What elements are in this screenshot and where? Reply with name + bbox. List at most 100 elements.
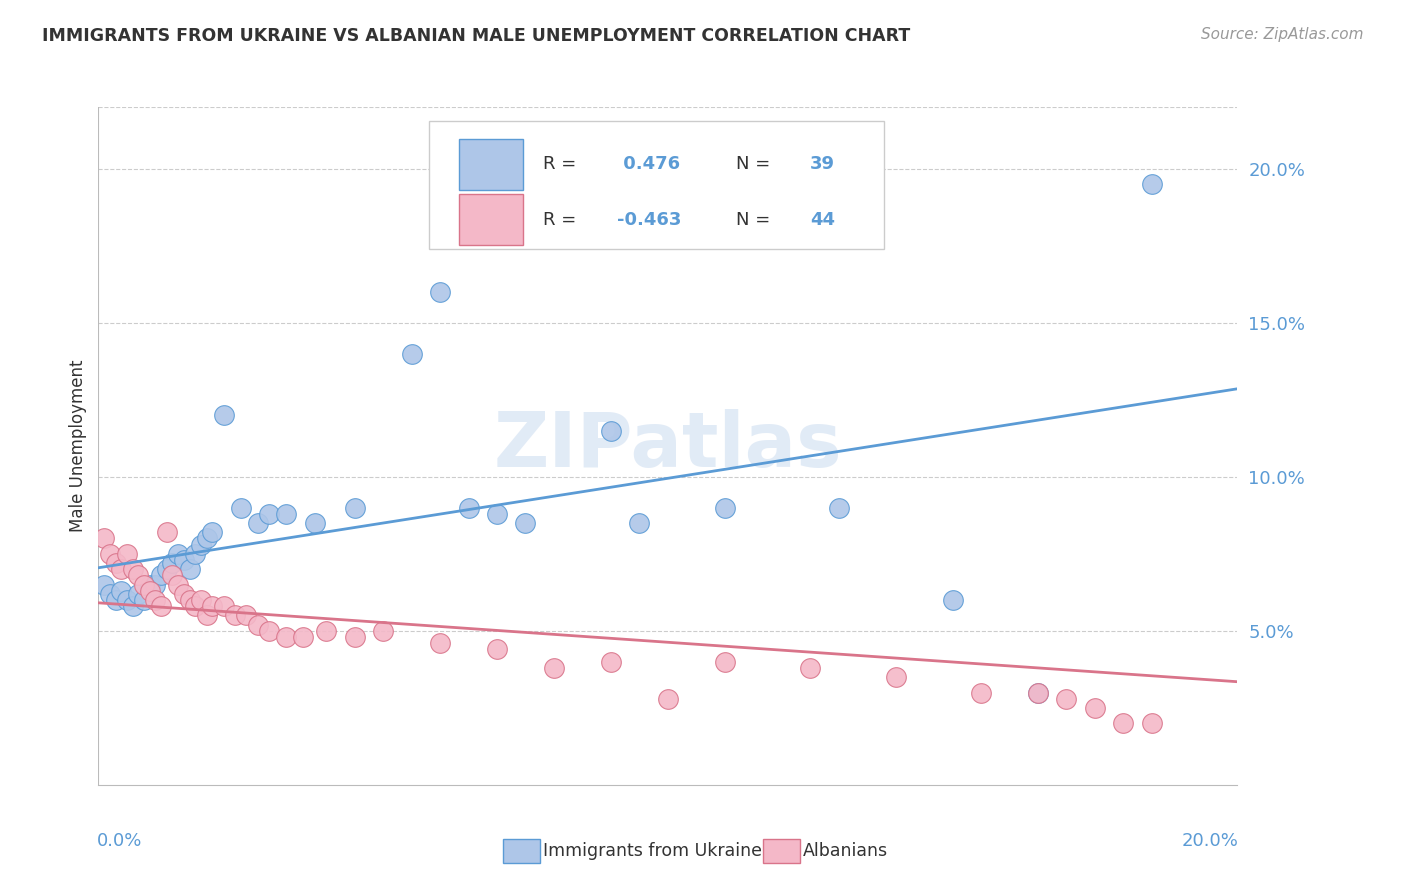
- Point: [600, 655, 623, 669]
- Point: [138, 583, 160, 598]
- Point: [212, 599, 235, 614]
- Point: [1112, 716, 1135, 731]
- Text: Immigrants from Ukraine: Immigrants from Ukraine: [543, 842, 762, 860]
- Point: [429, 636, 451, 650]
- Point: [150, 599, 173, 614]
- Point: [942, 593, 965, 607]
- Point: [292, 630, 315, 644]
- Point: [132, 577, 155, 591]
- Point: [167, 547, 190, 561]
- Text: 0.0%: 0.0%: [97, 832, 142, 850]
- Point: [156, 562, 179, 576]
- Point: [127, 587, 149, 601]
- FancyBboxPatch shape: [429, 120, 884, 250]
- FancyBboxPatch shape: [460, 194, 523, 245]
- Point: [235, 608, 257, 623]
- Point: [110, 583, 132, 598]
- Point: [201, 599, 224, 614]
- Point: [190, 538, 212, 552]
- Point: [343, 630, 366, 644]
- Text: IMMIGRANTS FROM UKRAINE VS ALBANIAN MALE UNEMPLOYMENT CORRELATION CHART: IMMIGRANTS FROM UKRAINE VS ALBANIAN MALE…: [42, 27, 911, 45]
- Point: [600, 424, 623, 438]
- Point: [259, 624, 281, 638]
- Point: [138, 577, 160, 591]
- Point: [1084, 701, 1107, 715]
- Point: [184, 599, 207, 614]
- Point: [343, 500, 366, 515]
- Point: [1140, 177, 1163, 191]
- Point: [628, 516, 651, 530]
- Point: [115, 593, 138, 607]
- Point: [104, 593, 127, 607]
- Point: [457, 500, 479, 515]
- Text: 39: 39: [810, 155, 835, 173]
- Point: [276, 507, 298, 521]
- Point: [212, 408, 235, 422]
- Text: N =: N =: [737, 211, 776, 228]
- Point: [486, 642, 509, 657]
- Point: [884, 670, 907, 684]
- Text: R =: R =: [543, 155, 582, 173]
- Point: [246, 617, 269, 632]
- Point: [259, 507, 281, 521]
- Point: [229, 500, 252, 515]
- Point: [315, 624, 337, 638]
- Point: [201, 525, 224, 540]
- Point: [486, 507, 509, 521]
- Text: 44: 44: [810, 211, 835, 228]
- Point: [401, 346, 423, 360]
- Point: [127, 568, 149, 582]
- Point: [162, 568, 184, 582]
- Point: [179, 562, 201, 576]
- Point: [156, 525, 179, 540]
- Point: [304, 516, 326, 530]
- Point: [657, 691, 679, 706]
- Point: [515, 516, 537, 530]
- Point: [98, 587, 121, 601]
- Point: [1026, 685, 1049, 699]
- Point: [714, 655, 737, 669]
- Point: [1056, 691, 1078, 706]
- Point: [132, 593, 155, 607]
- Point: [276, 630, 298, 644]
- Text: N =: N =: [737, 155, 776, 173]
- Point: [970, 685, 993, 699]
- Point: [173, 587, 195, 601]
- Point: [714, 500, 737, 515]
- Point: [179, 593, 201, 607]
- Point: [150, 568, 173, 582]
- Point: [246, 516, 269, 530]
- FancyBboxPatch shape: [460, 138, 523, 190]
- Point: [190, 593, 212, 607]
- Point: [195, 532, 218, 546]
- Point: [145, 593, 167, 607]
- Text: 0.476: 0.476: [617, 155, 679, 173]
- Point: [1140, 716, 1163, 731]
- Point: [145, 577, 167, 591]
- Point: [121, 599, 143, 614]
- Point: [373, 624, 395, 638]
- Point: [1026, 685, 1049, 699]
- Point: [224, 608, 246, 623]
- Text: -0.463: -0.463: [617, 211, 681, 228]
- Point: [93, 532, 115, 546]
- Point: [162, 556, 184, 570]
- Point: [115, 547, 138, 561]
- Point: [110, 562, 132, 576]
- Point: [121, 562, 143, 576]
- Point: [93, 577, 115, 591]
- Point: [429, 285, 451, 299]
- Point: [98, 547, 121, 561]
- Point: [104, 556, 127, 570]
- Text: R =: R =: [543, 211, 582, 228]
- Point: [799, 661, 821, 675]
- Point: [167, 577, 190, 591]
- Point: [195, 608, 218, 623]
- Text: Source: ZipAtlas.com: Source: ZipAtlas.com: [1201, 27, 1364, 42]
- Point: [828, 500, 851, 515]
- Point: [173, 553, 195, 567]
- Text: Albanians: Albanians: [803, 842, 889, 860]
- Point: [543, 661, 565, 675]
- Point: [184, 547, 207, 561]
- Text: 20.0%: 20.0%: [1181, 832, 1239, 850]
